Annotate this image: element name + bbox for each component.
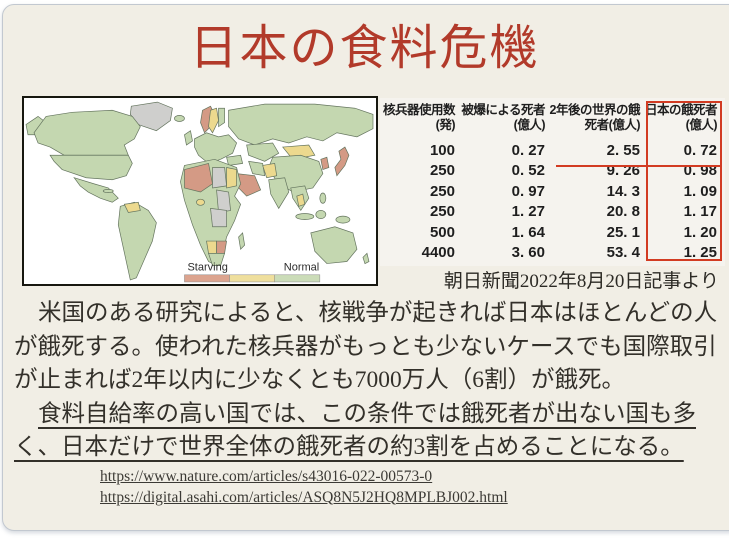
region-usa (49, 154, 133, 181)
region-sudan (216, 189, 231, 213)
region-finland (218, 107, 225, 128)
region-sweden (208, 107, 219, 134)
region-libya (212, 167, 227, 189)
reference-links: https://www.nature.com/articles/s43016-0… (100, 467, 508, 508)
region-indonesia (295, 213, 315, 220)
paragraph1-line1: 米国のある研究によると、核戦争が起きれば日本はほとんどの人 (38, 300, 718, 326)
region-caribbean (102, 189, 114, 193)
region-europe (194, 132, 238, 164)
col-header-world-starvation: 2年後の世界の餓 死者(億人) (549, 103, 641, 132)
region-uk (184, 130, 193, 146)
paragraph2-line1: 食料自給率の高い国では、この条件では餓死者が出ない国も多 (38, 400, 696, 427)
asahi-article-link[interactable]: https://digital.asahi.com/articles/ASQ8N… (100, 488, 508, 506)
region-philippines (319, 192, 327, 204)
region-south-africa (208, 252, 226, 266)
japan-column-highlight-box (646, 101, 722, 261)
region-turkey (226, 154, 244, 166)
world-map-image: Starving Normal (24, 98, 376, 284)
region-thailand (296, 193, 306, 207)
region-south-america (117, 201, 157, 281)
paragraph1-line2: が餓死する。使われた核兵器がもっとも少ないケースでも国際取引 (14, 333, 717, 360)
slide-title: 日本の食料危機 (189, 22, 540, 75)
paragraph2-line2: く、日本だけで世界全体の餓死者の約3割を占めることになる。 (14, 434, 684, 460)
region-japan (334, 146, 350, 177)
col-header-weapons: 核兵器使用数 (発) (382, 103, 456, 132)
region-central-africa (210, 207, 227, 228)
region-madagascar (238, 232, 246, 250)
table-body: 100 0. 27 2. 55 0. 72 250 0. 52 9. 26 0. 98 25… (380, 142, 725, 264)
region-australia (310, 226, 358, 264)
legend-bar-starving (184, 274, 230, 283)
region-borneo (315, 210, 327, 219)
region-egypt (226, 167, 237, 189)
region-west-africa-spot (196, 198, 205, 206)
region-russia (228, 103, 374, 146)
region-northwest-africa (184, 162, 213, 193)
region-mexico (73, 177, 119, 203)
table-row: 100 0. 27 2. 55 0. 72 (429, 142, 717, 159)
col-header-blast-deaths: 被爆による死者 (億人) (461, 103, 545, 132)
region-india (268, 177, 290, 210)
table-row: 500 1. 64 25. 1 1. 20 (429, 223, 717, 241)
table-row: 4400 3. 60 53. 4 1. 25 (421, 243, 717, 261)
region-botswana (216, 240, 227, 254)
table-row: 250 0. 97 14. 3 1. 09 (429, 182, 717, 200)
region-new-guinea (335, 215, 351, 224)
region-iran (248, 160, 266, 177)
source-attribution: 朝日新聞2022年8月20日記事より (443, 271, 719, 292)
legend-bar-normal (274, 274, 321, 283)
region-afghanistan (262, 162, 278, 179)
col-header-japan-starvation: 日本の餓死者 (億人) (644, 103, 718, 132)
legend-bar-middle (229, 274, 275, 283)
table-row: 250 1. 27 20. 8 1. 17 (429, 203, 717, 221)
region-venezuela (123, 201, 141, 213)
world-map-figure: Starving Normal (22, 96, 378, 286)
body-text: 米国のある研究によると、核戦争が起きれば日本はほとんどの人 が餓死する。使われた… (14, 297, 726, 465)
region-iceland (174, 115, 185, 122)
nature-article-link[interactable]: https://www.nature.com/articles/s43016-0… (100, 468, 433, 485)
region-new-zealand (362, 252, 370, 265)
first-row-highlight-underline (556, 165, 722, 167)
legend-starving-label: Starving (187, 262, 227, 274)
legend-normal-label: Normal (284, 262, 320, 274)
region-kazakhstan (246, 142, 280, 162)
table-header-row: 核兵器使用数 (発) 被爆による死者 (億人) 2年後の世界の餓 死者(億人) 日本の… (380, 98, 725, 133)
region-korea (320, 156, 330, 171)
region-canada (33, 109, 141, 156)
casualty-table: 核兵器使用数 (発) 被爆による死者 (億人) 2年後の世界の餓 死者(億人) 日本の… (380, 98, 725, 266)
paragraph1-line3: が止まれば2年以内に少なくとも7000万人（6割）が餓死。 (14, 367, 625, 393)
